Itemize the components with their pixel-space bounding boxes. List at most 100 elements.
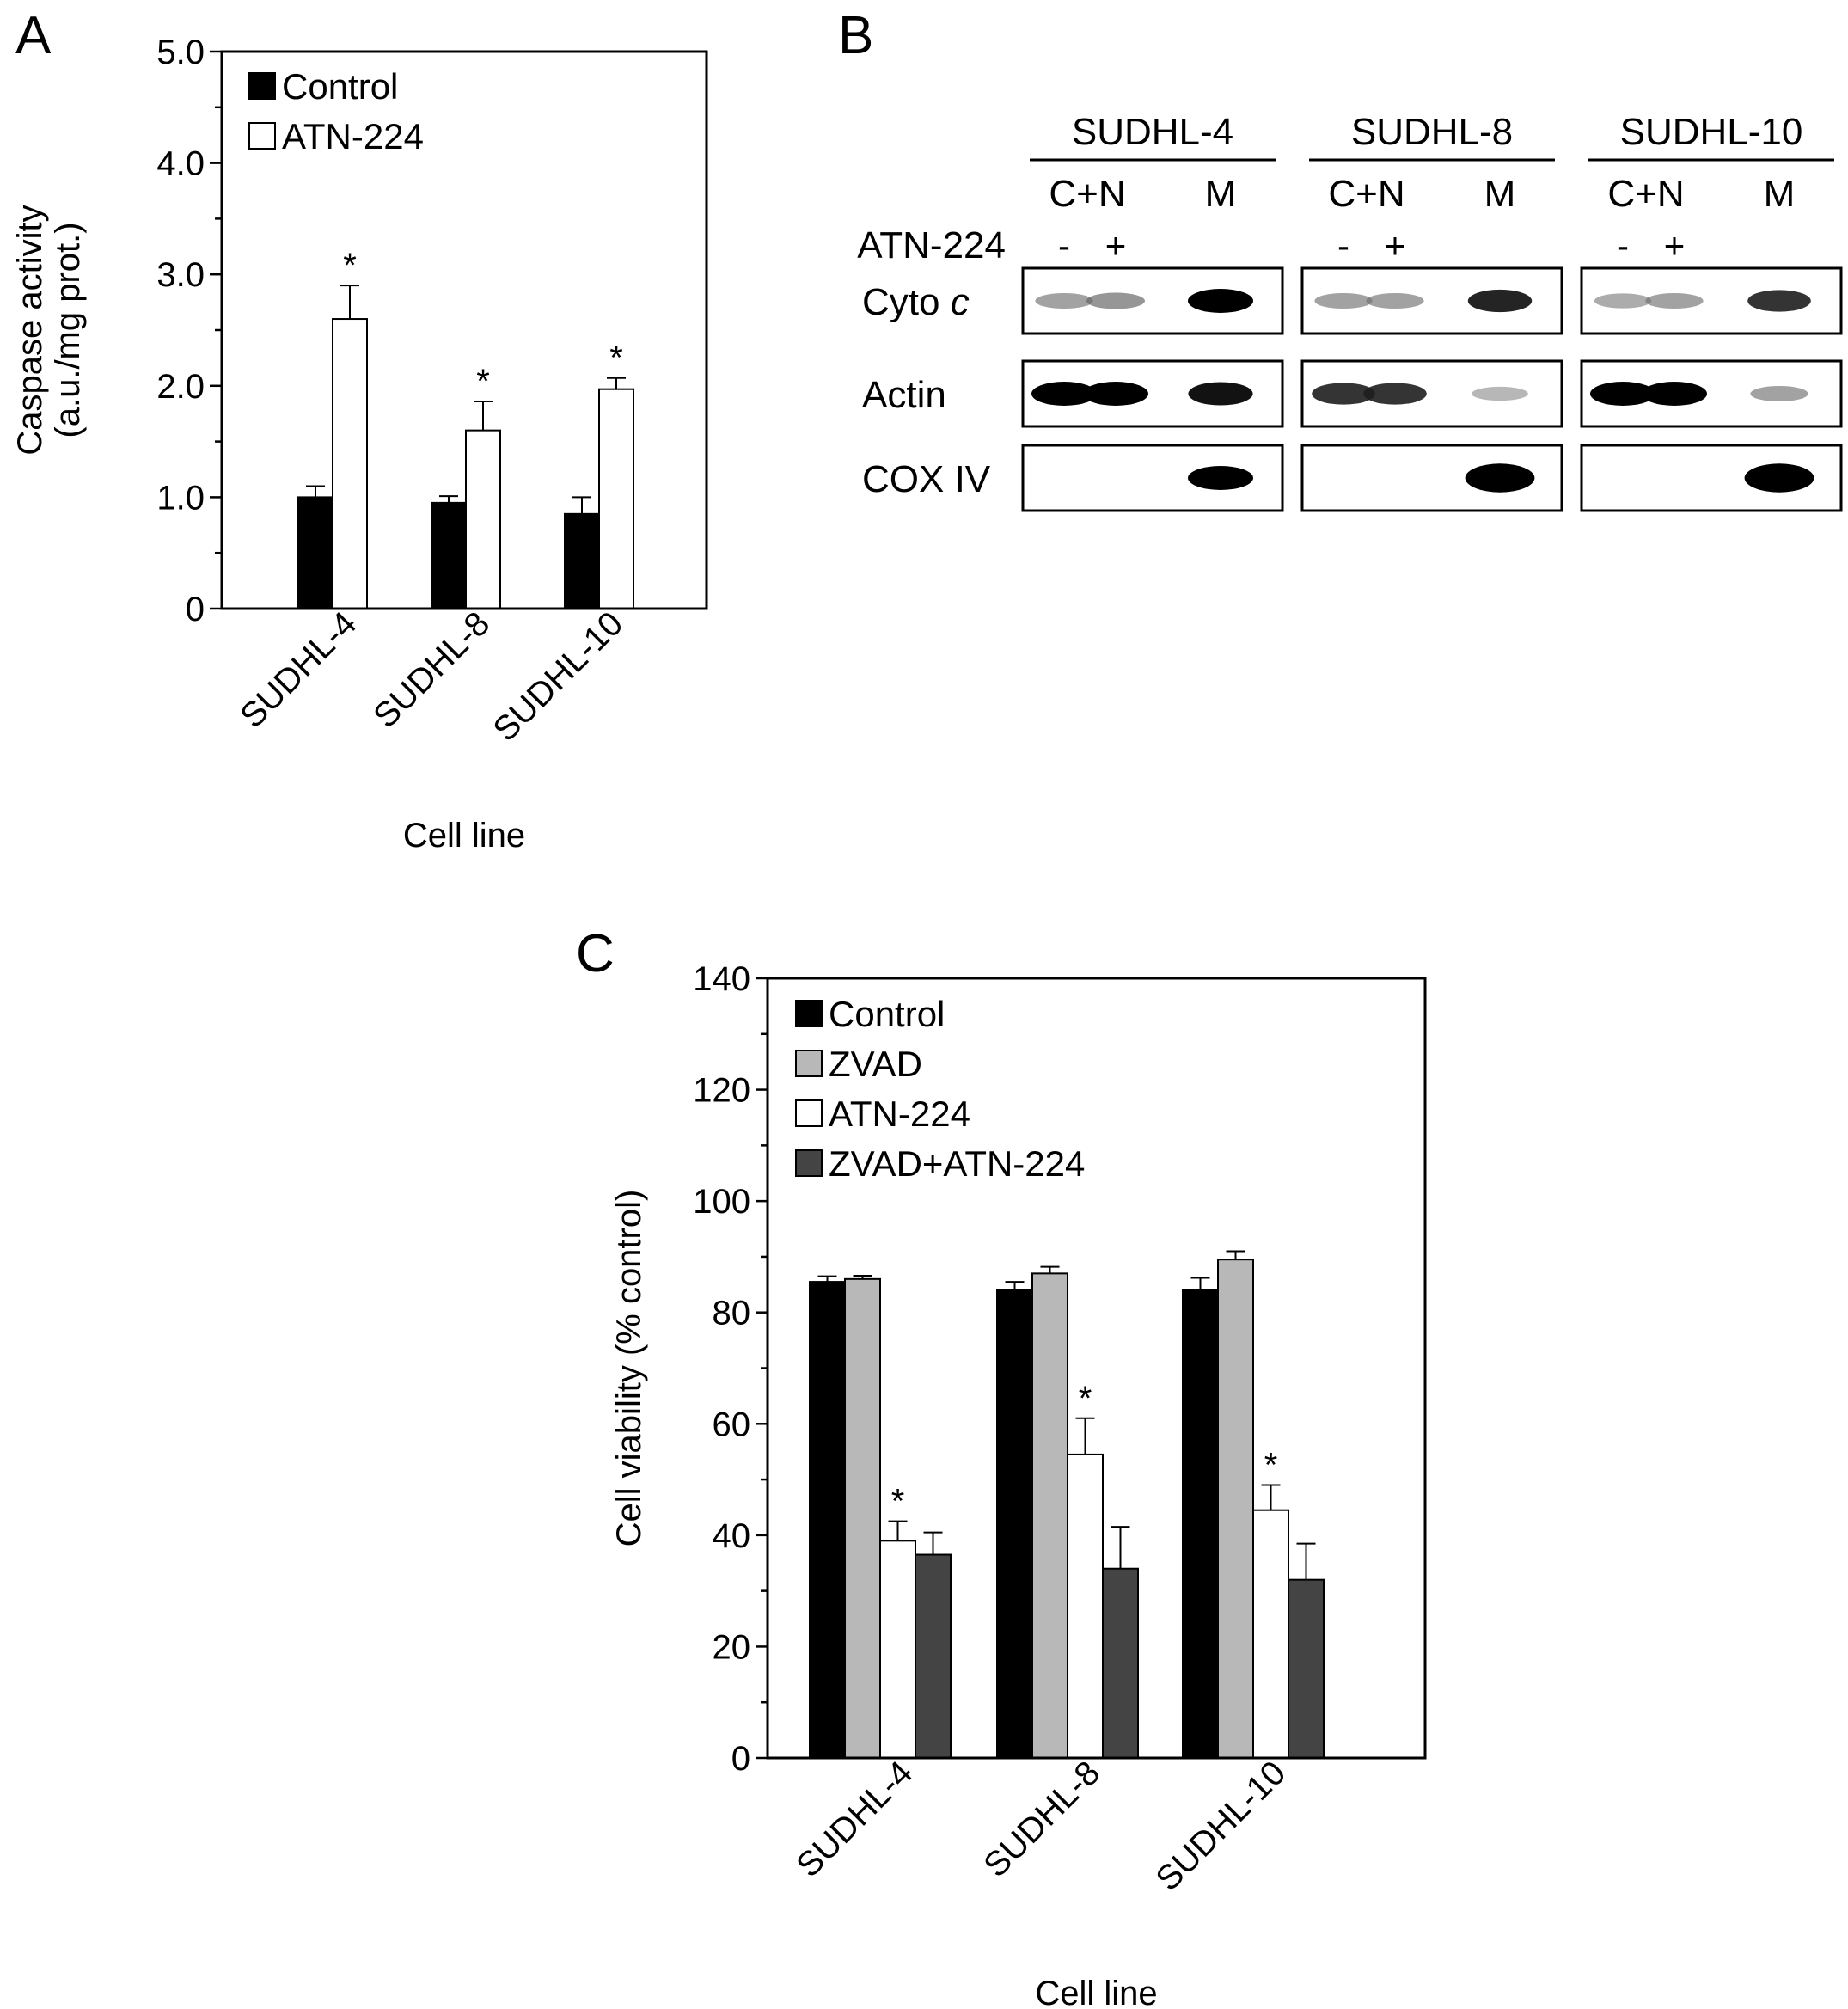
y-tick-label: 60 bbox=[713, 1406, 751, 1443]
y-axis-label: Caspase activity bbox=[11, 205, 49, 455]
legend-label: ATN-224 bbox=[282, 116, 424, 156]
bar-zvad-atn-224-1 bbox=[1102, 1567, 1139, 1759]
blot-row-label-main: COX IV bbox=[862, 458, 991, 500]
y-tick-label: 5.0 bbox=[156, 34, 205, 71]
blot-band bbox=[1188, 382, 1253, 406]
y-axis-label: (a.u./mg prot.) bbox=[49, 222, 87, 438]
y-tick-label: 40 bbox=[713, 1517, 751, 1555]
y-tick-label: 0 bbox=[186, 591, 205, 628]
blot-band bbox=[1747, 290, 1811, 312]
panel-a-letter: A bbox=[15, 6, 52, 65]
blot-cell-line-label: SUDHL-8 bbox=[1351, 111, 1513, 153]
legend-swatch bbox=[795, 1099, 823, 1127]
blot-band bbox=[1314, 292, 1373, 309]
legend-label: ATN-224 bbox=[829, 1093, 970, 1134]
bar-zvad-2 bbox=[1217, 1259, 1254, 1759]
y-axis-label: Cell viability (% control) bbox=[610, 1190, 648, 1547]
chart-a: * * * 0 1.0 2.0 3.0 4.0 5.0 SUDHL-4 SUDHL-8SUDHL-1… bbox=[11, 34, 708, 854]
blot-band bbox=[1035, 292, 1093, 309]
bar-control-2 bbox=[1182, 1289, 1219, 1760]
blot-fraction-label: C+N bbox=[1049, 173, 1125, 215]
bar-atn-224-0 bbox=[879, 1540, 916, 1759]
legend-swatch bbox=[795, 1149, 823, 1177]
legend-label: Control bbox=[829, 994, 945, 1034]
x-tick-label: SUDHL-4 bbox=[789, 1754, 920, 1884]
y-tick-label: 3.0 bbox=[156, 256, 205, 294]
y-tick-label: 2.0 bbox=[156, 368, 205, 406]
bar-zvad-atn-224-2 bbox=[1288, 1578, 1325, 1759]
significance-star: * bbox=[476, 363, 490, 401]
blot-fraction-label: M bbox=[1205, 173, 1237, 215]
blot-cell-line-label: SUDHL-10 bbox=[1620, 111, 1803, 153]
blot-treatment-sign: - bbox=[1058, 225, 1070, 266]
blot-fraction-label: M bbox=[1484, 173, 1516, 215]
y-tick-label: 100 bbox=[693, 1183, 750, 1221]
y-tick-label: 1.0 bbox=[156, 479, 205, 517]
x-tick-label: SUDHL-4 bbox=[233, 604, 364, 735]
x-tick-label: SUDHL-10 bbox=[1148, 1754, 1293, 1898]
bar-atn-224-2 bbox=[598, 388, 634, 609]
y-tick-label: 0 bbox=[731, 1740, 750, 1778]
y-tick-label: 4.0 bbox=[156, 145, 205, 183]
bar-zvad-atn-224-0 bbox=[915, 1553, 952, 1759]
significance-star: * bbox=[609, 340, 623, 377]
bar-control-2 bbox=[564, 512, 600, 610]
significance-star: * bbox=[1079, 1380, 1092, 1418]
blot-fraction-label: M bbox=[1764, 173, 1796, 215]
bar-atn-224-1 bbox=[465, 429, 501, 610]
blot-band bbox=[1031, 382, 1097, 406]
blot-row-label: COX IV bbox=[862, 458, 991, 500]
blot-band bbox=[1363, 383, 1427, 405]
x-tick-label: SUDHL-8 bbox=[366, 604, 497, 735]
blot-treatment-label: ATN-224 bbox=[857, 224, 1006, 266]
blot-treatment-sign: + bbox=[1664, 225, 1686, 266]
blot-band bbox=[1467, 289, 1533, 313]
blot-band bbox=[1472, 386, 1528, 401]
blot-fraction-label: C+N bbox=[1607, 173, 1684, 215]
bar-control-1 bbox=[996, 1289, 1033, 1760]
legend-swatch bbox=[248, 122, 276, 150]
blot-treatment-sign: - bbox=[1617, 225, 1629, 266]
panel-b-letter: B bbox=[838, 6, 873, 65]
blot-treatment-sign: + bbox=[1105, 225, 1127, 266]
significance-star: * bbox=[343, 247, 357, 285]
blot-cell-line-label: SUDHL-4 bbox=[1072, 111, 1233, 153]
significance-star: * bbox=[1264, 1447, 1278, 1485]
y-tick-label: 20 bbox=[713, 1628, 751, 1666]
y-tick-label: 80 bbox=[713, 1295, 751, 1332]
x-axis-label: Cell line bbox=[1035, 1975, 1157, 2009]
blot-row-label-main: Cyto bbox=[862, 281, 951, 323]
blot-band bbox=[1594, 293, 1652, 309]
bar-atn-224-0 bbox=[332, 318, 368, 609]
blot-fraction-label: C+N bbox=[1328, 173, 1404, 215]
significance-star: * bbox=[891, 1483, 905, 1521]
blot-band bbox=[1465, 463, 1535, 493]
bar-atn-224-1 bbox=[1067, 1453, 1104, 1759]
blot-band bbox=[1744, 463, 1814, 493]
chart-c: * * * 0 20 40 60 80 100 120 140 SUDHL-4 SUDHL-8 SUDHL… bbox=[610, 960, 1427, 2009]
blot-band bbox=[1642, 382, 1707, 406]
panel-c-letter: C bbox=[576, 924, 615, 983]
x-axis-label: Cell line bbox=[403, 817, 525, 854]
y-tick-label: 140 bbox=[693, 960, 750, 998]
blot-band bbox=[1750, 385, 1808, 402]
blot-row-label-italic: c bbox=[951, 281, 970, 323]
legend-swatch bbox=[248, 72, 276, 100]
blot-band bbox=[1590, 382, 1655, 406]
legend-label: ZVAD bbox=[829, 1044, 922, 1084]
x-tick-label: SUDHL-8 bbox=[976, 1754, 1107, 1884]
blot-band bbox=[1645, 292, 1704, 309]
blot-band bbox=[1188, 466, 1253, 490]
legend-label: Control bbox=[282, 66, 398, 107]
legend-swatch bbox=[795, 1050, 823, 1077]
bar-control-0 bbox=[297, 496, 333, 610]
blot-row-label-main: Actin bbox=[862, 374, 946, 416]
legend-swatch bbox=[795, 1000, 823, 1027]
blot-band bbox=[1083, 382, 1148, 406]
y-tick-label: 120 bbox=[693, 1072, 750, 1110]
blot-row-label: Cyto c bbox=[862, 281, 970, 323]
bar-zvad-1 bbox=[1031, 1272, 1068, 1759]
western-blot-b: SUDHL-4C+N M- +SUDHL-8C+N M- +SUDHL-10C+N M- +… bbox=[857, 111, 1843, 512]
bar-control-0 bbox=[809, 1281, 846, 1759]
